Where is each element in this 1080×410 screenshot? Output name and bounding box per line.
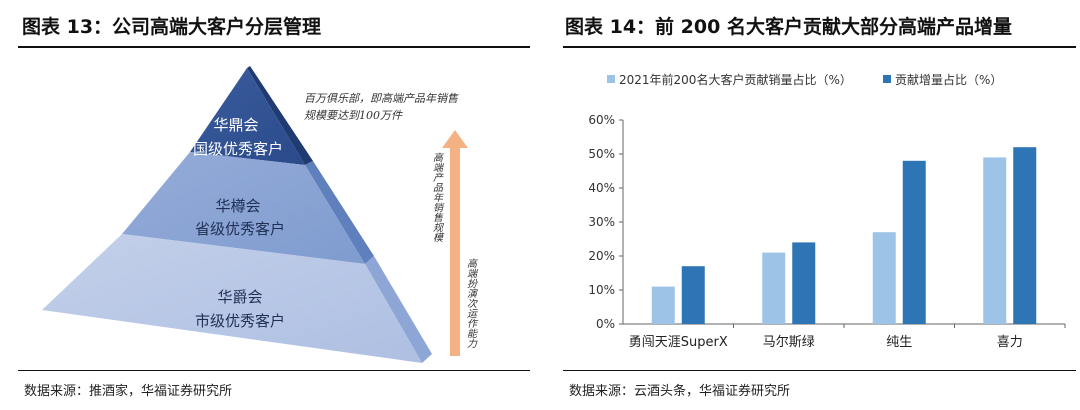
- y-tick-label: 50%: [588, 147, 615, 161]
- tier-middle-name: 华樽会: [215, 197, 260, 215]
- bar-series-1: [872, 232, 896, 324]
- y-tick-label: 40%: [588, 181, 615, 195]
- figure-13-source: 数据来源：推酒家，华福证券研究所: [24, 384, 233, 399]
- pyramid-bottom-side: [365, 256, 432, 363]
- title-rule: [18, 46, 530, 48]
- pyramid-middle-side: [305, 161, 374, 264]
- bar-series-1: [651, 286, 675, 324]
- top-note-line-2: 规模要达到100万件: [304, 109, 403, 122]
- y-tick-label: 60%: [588, 113, 615, 127]
- figure-14-source: 数据来源：云酒头条，华福证券研究所: [569, 384, 791, 399]
- pyramid-tier-bottom: [42, 234, 422, 363]
- y-tick-label: 30%: [588, 215, 615, 229]
- bar-chart: 2021年前200名大客户贡献销量占比（%） 贡献增量占比（%） 0% 10% 20…: [588, 72, 1066, 350]
- tier-top-name: 华鼎会: [213, 116, 258, 134]
- figure-13-panel: 图表 13：公司高端大客户分层管理 华鼎会 国级优秀客户 华樽会 省级优秀客户 …: [0, 0, 530, 410]
- side-label: 高端扮演次运作能力: [465, 258, 477, 348]
- top-note-line-1: 百万俱乐部，即高端产品年销售: [304, 92, 459, 105]
- x-tick-label: 勇闯天涯SuperX: [629, 335, 728, 350]
- figure-14-panel: 图表 14：前 200 名大客户贡献大部分高端产品增量 2021年前200名大客…: [555, 0, 1080, 410]
- bar-series-1: [762, 252, 786, 324]
- x-tick-label: 喜力: [997, 335, 1023, 350]
- title-rule: [563, 46, 1076, 48]
- bar-series-1: [983, 157, 1007, 324]
- legend: 2021年前200名大客户贡献销量占比（%） 贡献增量占比（%）: [607, 72, 1002, 87]
- legend-label-series-1: 2021年前200名大客户贡献销量占比（%）: [619, 72, 852, 87]
- figure-14-title: 图表 14：前 200 名大客户贡献大部分高端产品增量: [565, 16, 1012, 38]
- tier-bottom-level: 市级优秀客户: [195, 312, 285, 330]
- bottom-rule: [563, 370, 1076, 371]
- pyramid-top-side: [247, 66, 313, 165]
- bottom-rule: [18, 370, 530, 371]
- up-arrow: [442, 130, 468, 356]
- legend-swatch-series-1: [607, 75, 615, 83]
- bar-series-2: [1013, 147, 1037, 324]
- legend-label-series-2: 贡献增量占比（%）: [895, 72, 1002, 87]
- y-tick-label: 20%: [588, 249, 615, 263]
- x-tick-label: 马尔斯绿: [763, 335, 815, 350]
- chart-bars: [651, 147, 1037, 324]
- arrow-label: 高端产品年销售规模: [431, 152, 443, 242]
- bar-series-2: [681, 266, 705, 324]
- legend-swatch-series-2: [883, 75, 891, 83]
- y-tick-label: 10%: [588, 283, 615, 297]
- y-tick-label: 0%: [596, 317, 615, 331]
- tier-middle-level: 省级优秀客户: [195, 220, 285, 238]
- x-axis-labels: 勇闯天涯SuperX 马尔斯绿 纯生 喜力: [629, 335, 1023, 350]
- figure-13-title: 图表 13：公司高端大客户分层管理: [22, 16, 322, 38]
- pyramid-diagram: 华鼎会 国级优秀客户 华樽会 省级优秀客户 华爵会 市级优秀客户 百万俱乐部，即…: [42, 66, 477, 363]
- pyramid-tier-middle: [122, 152, 365, 264]
- pyramid-tier-top: [190, 68, 305, 165]
- bar-series-2: [902, 160, 926, 324]
- tier-bottom-name: 华爵会: [217, 288, 262, 306]
- tier-top-level: 国级优秀客户: [193, 140, 283, 158]
- bar-series-2: [792, 242, 816, 324]
- x-tick-label: 纯生: [886, 335, 912, 350]
